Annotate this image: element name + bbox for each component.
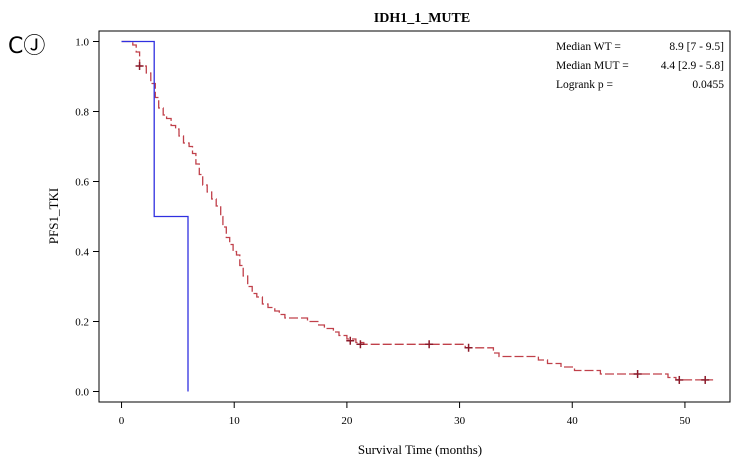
- y-tick-label: 0.4: [75, 247, 89, 259]
- censor-mark: [425, 340, 434, 349]
- stat-label-median-wt: Median WT =: [556, 41, 621, 53]
- x-tick-label: 40: [567, 415, 579, 427]
- x-tick-label: 50: [679, 415, 691, 427]
- censor-mark: [701, 375, 710, 384]
- survival-curve-mut: [121, 40, 189, 392]
- stat-value-logrank: 0.0455: [692, 79, 724, 91]
- y-axis-label: PFS1_TKI: [46, 188, 61, 244]
- censor-mark: [356, 340, 365, 349]
- survival-curve-wt: [121, 40, 714, 381]
- stat-value-median-mut: 4.4 [2.9 - 5.8]: [661, 60, 724, 72]
- x-axis-label: Survival Time (months): [358, 442, 482, 457]
- series-layer: [121, 40, 714, 392]
- stats-annotation: Median WT = 8.9 [7 - 9.5] Median MUT = 4…: [556, 41, 724, 91]
- x-tick-label: 20: [341, 415, 353, 427]
- stat-value-median-wt: 8.9 [7 - 9.5]: [669, 41, 724, 53]
- censor-mark: [464, 343, 473, 352]
- y-tick-label: 1.0: [75, 37, 89, 49]
- censor-mark: [633, 370, 642, 378]
- panel-label: CⒿ: [8, 34, 46, 59]
- y-tick-label: 0.6: [75, 177, 89, 189]
- plot-frame: [98, 30, 731, 403]
- x-tick-label: 30: [454, 415, 466, 427]
- y-tick-label: 0.2: [75, 317, 89, 329]
- stat-label-logrank: Logrank p =: [556, 79, 613, 91]
- x-tick-label: 10: [229, 415, 241, 427]
- y-tick-label: 0.0: [75, 387, 89, 399]
- censor-mark: [346, 336, 355, 345]
- plot-area: [98, 30, 731, 403]
- y-tick-label: 0.8: [75, 107, 89, 119]
- y-axis-ticks: 0.0 0.2 0.4 0.6 0.8 1.0: [75, 37, 99, 399]
- censor-mark: [675, 375, 684, 384]
- censor-mark: [135, 62, 144, 70]
- stat-label-median-mut: Median MUT =: [556, 60, 629, 72]
- chart-title: IDH1_1_MUTE: [374, 11, 470, 26]
- x-tick-label: 0: [119, 415, 125, 427]
- x-axis-ticks: 0 10 20 30 40 50: [119, 402, 691, 427]
